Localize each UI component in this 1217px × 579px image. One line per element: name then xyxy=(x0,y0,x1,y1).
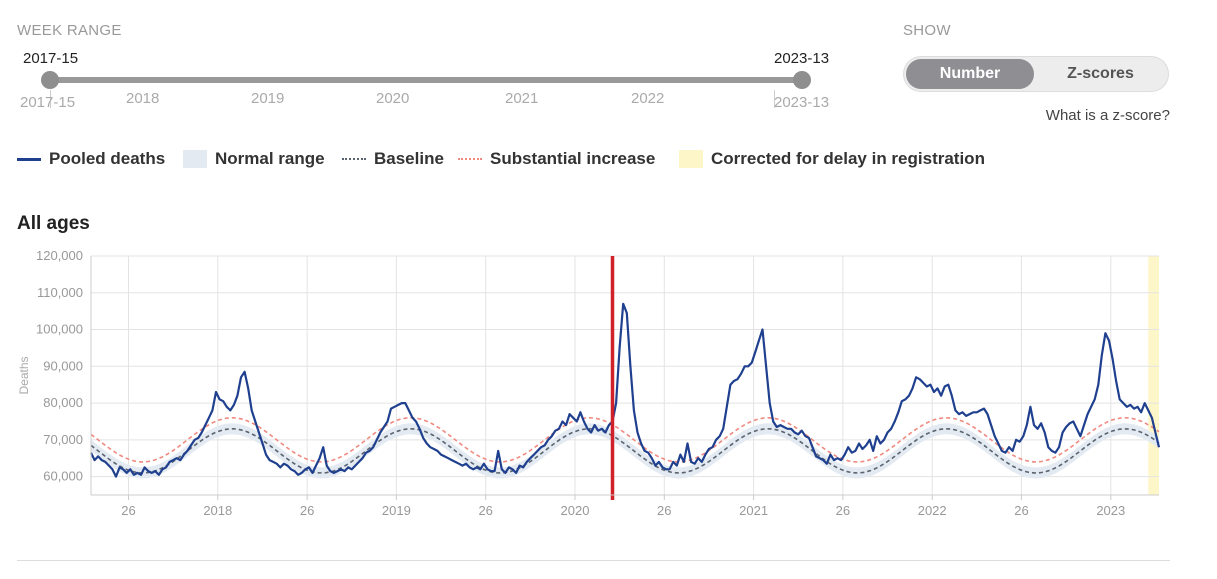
y-tick-label: 80,000 xyxy=(43,395,83,410)
range-start-handle[interactable] xyxy=(41,71,59,89)
zscore-help-link[interactable]: What is a z-score? xyxy=(1045,107,1170,124)
deaths-chart: 60,000 70,000 80,000 90,000 100,000 110,000 12… xyxy=(17,248,1161,518)
range-end-handle[interactable] xyxy=(793,71,811,89)
week-range-track[interactable] xyxy=(48,77,804,83)
normal-range-band xyxy=(91,423,1159,479)
slider-year-tick: 2021 xyxy=(505,90,539,107)
legend-substantial: Substantial increase xyxy=(458,149,655,169)
legend-normal: Normal range xyxy=(183,149,325,169)
legend-corrected-label: Corrected for delay in registration xyxy=(711,149,985,168)
substantial-increase-line xyxy=(90,416,1160,463)
slider-year-tick: 2018 xyxy=(126,90,160,107)
x-tick-label: 26 xyxy=(300,503,314,518)
legend-normal-label: Normal range xyxy=(215,149,325,168)
range-end-value: 2023-13 xyxy=(774,50,830,67)
x-tick-label: 26 xyxy=(121,503,135,518)
y-tick-label: 90,000 xyxy=(43,358,83,373)
display-mode-toggle[interactable]: Number Z-scores xyxy=(903,56,1169,92)
x-tick-label: 2021 xyxy=(739,503,768,518)
x-tick-label: 2023 xyxy=(1096,503,1125,518)
x-tick-label: 26 xyxy=(478,503,492,518)
range-start-value: 2017-15 xyxy=(23,50,79,67)
toggle-number-button[interactable]: Number xyxy=(906,59,1034,89)
y-tick-label: 70,000 xyxy=(43,432,83,447)
toggle-zscores-button[interactable]: Z-scores xyxy=(1067,65,1134,82)
corrected-swatch-icon xyxy=(679,150,703,168)
pooled-line-icon xyxy=(17,157,41,161)
show-label: SHOW xyxy=(903,22,951,39)
y-tick-label: 110,000 xyxy=(37,285,83,300)
x-tick-label: 26 xyxy=(1014,503,1028,518)
range-min-label: 2017-15 xyxy=(20,94,76,111)
week-range-label: WEEK RANGE xyxy=(17,22,122,39)
legend-pooled-label: Pooled deaths xyxy=(49,149,166,168)
slider-year-tick: 2020 xyxy=(376,90,410,107)
y-tick-label: 60,000 xyxy=(43,469,83,484)
legend-baseline: Baseline xyxy=(342,149,444,169)
bottom-divider xyxy=(17,560,1170,561)
y-axis-label: Deaths xyxy=(17,356,31,394)
legend-baseline-label: Baseline xyxy=(374,149,444,168)
slider-year-tick: 2022 xyxy=(631,90,665,107)
x-tick-label: 2022 xyxy=(918,503,947,518)
substantial-dotted-icon xyxy=(458,158,482,160)
y-tick-label: 120,000 xyxy=(36,248,83,263)
x-tick-label: 2019 xyxy=(382,503,411,518)
y-tick-label: 100,000 xyxy=(36,322,83,337)
baseline-dotted-icon xyxy=(342,158,366,160)
legend-corrected: Corrected for delay in registration xyxy=(679,149,985,169)
range-min-tick xyxy=(50,90,51,108)
corrected-region xyxy=(1148,256,1159,495)
slider-year-tick: 2019 xyxy=(251,90,285,107)
x-tick-label: 26 xyxy=(836,503,850,518)
legend-substantial-label: Substantial increase xyxy=(490,149,656,168)
x-tick-label: 26 xyxy=(657,503,671,518)
normal-range-swatch-icon xyxy=(183,150,207,168)
x-tick-label: 2018 xyxy=(203,503,232,518)
x-tick-label: 2020 xyxy=(561,503,590,518)
pooled-deaths-line xyxy=(90,302,1161,478)
range-max-label: 2023-13 xyxy=(774,94,830,111)
baseline-line xyxy=(90,427,1160,474)
range-max-tick xyxy=(774,90,775,108)
legend-pooled: Pooled deaths xyxy=(17,149,165,169)
chart-title: All ages xyxy=(17,213,90,234)
